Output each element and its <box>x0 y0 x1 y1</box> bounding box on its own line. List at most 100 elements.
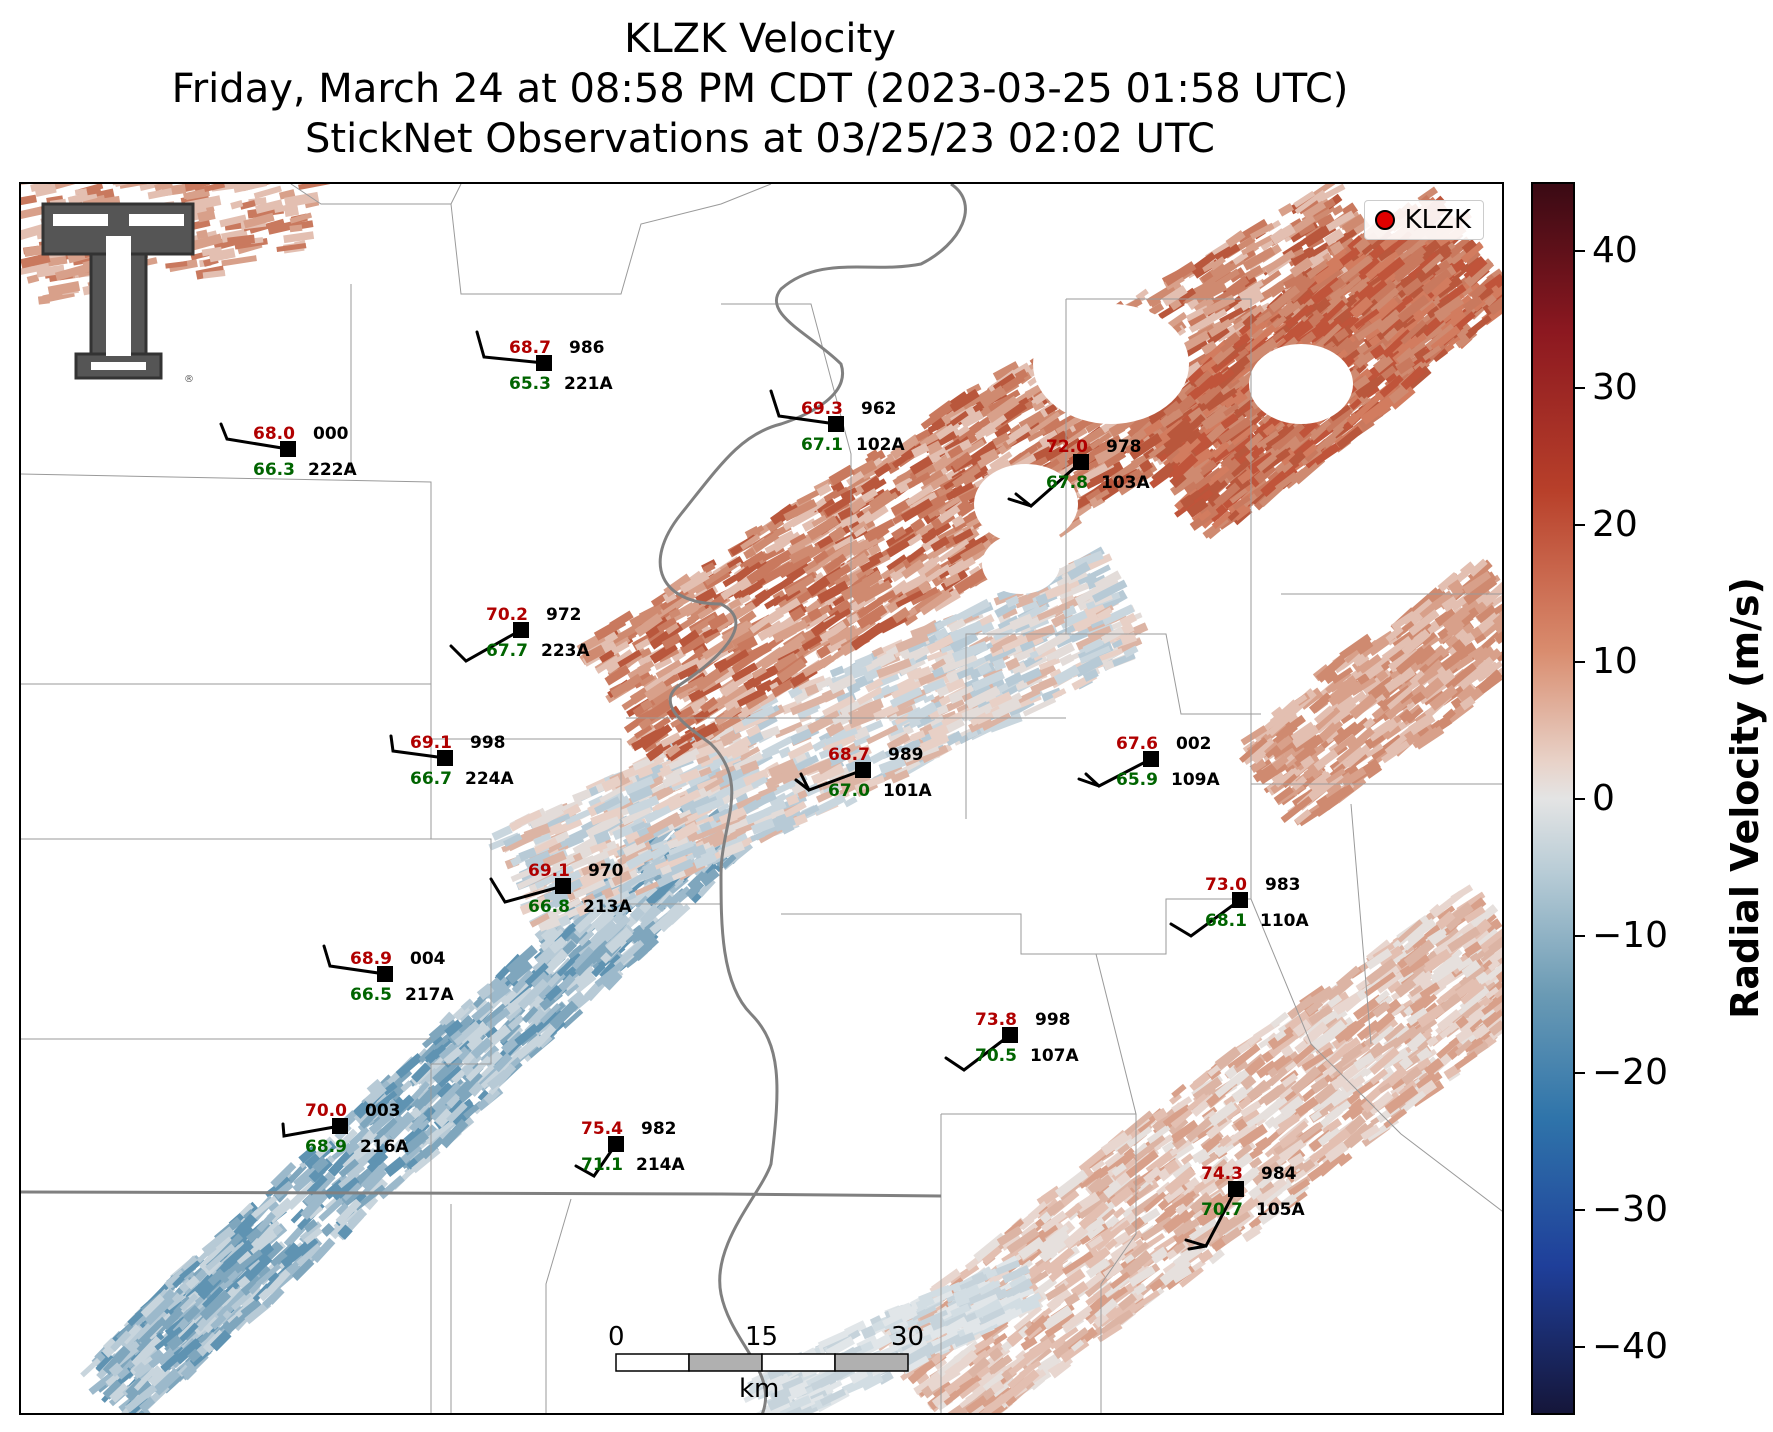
velocity-gate <box>1049 668 1063 679</box>
velocity-gate <box>283 1224 306 1248</box>
velocity-gate <box>960 654 994 673</box>
velocity-gate <box>337 1224 353 1240</box>
velocity-gate <box>471 1001 494 1022</box>
velocity-gate <box>453 1020 481 1046</box>
velocity-gate <box>210 1313 227 1330</box>
velocity-gate <box>152 1367 182 1396</box>
velocity-gate <box>161 1307 184 1331</box>
velocity-gate <box>364 1195 379 1211</box>
velocity-gate <box>315 1141 333 1159</box>
velocity-gate <box>347 1208 368 1228</box>
velocity-gate <box>329 1218 350 1240</box>
velocity-gate <box>364 1083 387 1106</box>
velocity-gate <box>371 1117 398 1143</box>
velocity-gate <box>411 1062 431 1083</box>
velocity-gate <box>298 1146 317 1164</box>
velocity-gate <box>485 1007 511 1030</box>
velocity-gate <box>205 1259 222 1277</box>
velocity-gate <box>197 1329 213 1344</box>
velocity-gate <box>243 1209 255 1221</box>
velocity-gate <box>366 1078 384 1096</box>
velocity-gate <box>102 1345 131 1376</box>
velocity-gate <box>192 1267 204 1278</box>
velocity-gate <box>207 1268 226 1287</box>
velocity-gate <box>482 1001 510 1026</box>
velocity-gate <box>406 1157 419 1170</box>
velocity-gate <box>581 893 596 906</box>
velocity-gate <box>631 920 658 945</box>
velocity-gate <box>240 1275 263 1296</box>
velocity-gate <box>632 935 660 962</box>
velocity-gate <box>110 1330 132 1352</box>
velocity-gate <box>623 924 644 944</box>
velocity-gate <box>303 1176 332 1206</box>
velocity-gate <box>156 1350 173 1366</box>
velocity-gate <box>303 1227 323 1245</box>
velocity-gate <box>439 1118 469 1149</box>
velocity-gate <box>127 1308 146 1327</box>
velocity-gate <box>460 998 474 1011</box>
velocity-gate <box>506 959 533 985</box>
velocity-gate <box>335 1198 362 1226</box>
velocity-gate <box>262 1290 281 1309</box>
velocity-gate <box>334 1128 358 1153</box>
velocity-gate <box>549 1000 579 1030</box>
velocity-gate <box>539 928 566 952</box>
velocity-gate <box>562 940 577 955</box>
velocity-gate <box>411 1147 441 1174</box>
velocity-gate <box>236 1251 254 1268</box>
velocity-gate <box>517 978 549 1010</box>
velocity-gate <box>270 1161 297 1188</box>
velocity-gate <box>199 1289 232 1321</box>
velocity-gate <box>280 1247 304 1268</box>
velocity-gate <box>133 1367 157 1391</box>
velocity-gate <box>1501 984 1502 1014</box>
velocity-gate <box>166 1334 184 1351</box>
velocity-gate <box>105 1373 120 1387</box>
velocity-gate <box>543 944 573 975</box>
velocity-gate <box>470 1037 494 1059</box>
velocity-gate <box>659 909 683 933</box>
velocity-gate <box>148 1366 172 1389</box>
velocity-gate <box>246 1195 278 1223</box>
velocity-gate <box>576 971 597 991</box>
velocity-gate <box>238 1285 263 1310</box>
velocity-gate <box>514 1023 540 1047</box>
velocity-gate <box>354 1184 386 1211</box>
velocity-gate <box>393 1094 415 1116</box>
velocity-gate <box>612 902 629 919</box>
velocity-gate <box>116 1366 131 1380</box>
velocity-gate <box>438 1065 462 1088</box>
velocity-gate <box>311 1237 336 1264</box>
velocity-gate <box>320 1222 335 1237</box>
velocity-gate <box>255 1263 282 1287</box>
velocity-gate <box>424 1119 454 1145</box>
velocity-gate <box>258 1265 273 1280</box>
velocity-gate <box>360 1164 386 1191</box>
velocity-gate <box>507 1014 525 1031</box>
velocity-gate <box>245 1226 264 1243</box>
velocity-gate <box>432 1054 464 1085</box>
velocity-gate <box>488 1050 503 1065</box>
velocity-gate <box>231 1291 252 1311</box>
velocity-gate <box>256 1211 276 1233</box>
velocity-gate <box>273 1180 294 1200</box>
velocity-gate <box>234 1249 263 1274</box>
velocity-gate <box>291 1258 315 1281</box>
velocity-gate <box>311 1156 329 1174</box>
velocity-gate <box>468 1081 484 1097</box>
velocity-gate <box>198 1246 225 1273</box>
velocity-gate <box>300 1190 328 1221</box>
velocity-gate <box>815 790 833 803</box>
radar-map[interactable]: 0 15 30 km ® <box>19 182 1504 1415</box>
velocity-gate <box>382 1081 398 1096</box>
velocity-gate <box>252 1283 271 1302</box>
velocity-gate <box>266 1269 291 1295</box>
velocity-gate <box>179 1293 198 1312</box>
velocity-gate <box>239 1202 254 1218</box>
velocity-gate <box>164 1291 185 1312</box>
velocity-gate <box>637 902 660 924</box>
velocity-gate <box>477 1089 490 1102</box>
velocity-gate <box>125 1378 152 1403</box>
velocity-gate <box>439 1011 456 1029</box>
